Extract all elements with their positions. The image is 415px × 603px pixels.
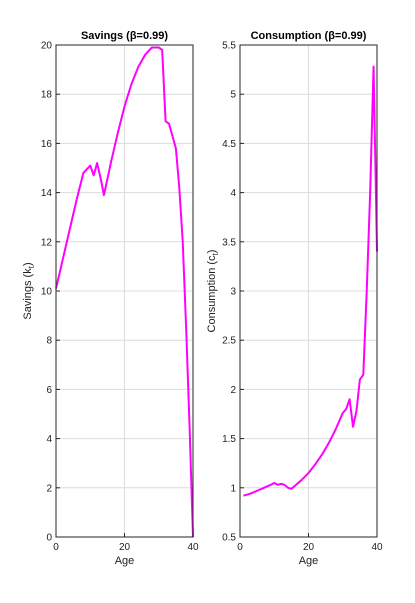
- consumption-title: Consumption (β=0.99): [251, 30, 367, 42]
- savings-y-tick-label: 10: [41, 287, 53, 298]
- savings-title: Savings (β=0.99): [81, 30, 168, 42]
- consumption-y-tick-label: 5.5: [222, 41, 236, 52]
- savings-y-tick-label: 8: [46, 336, 52, 347]
- savings-y-tick-label: 2: [46, 483, 52, 494]
- consumption-y-tick-label: 0.5: [222, 533, 236, 544]
- savings-y-tick-label: 0: [46, 533, 52, 544]
- consumption-x-ticks: 0 20 40: [237, 533, 383, 553]
- consumption-y-tick-label: 1: [230, 483, 236, 494]
- savings-panel: 0 20 40 0 2 4 6 8 10 12 14 16 18 20 Savings (β=0.99)…: [22, 30, 199, 567]
- savings-x-tick-label: 20: [119, 542, 131, 553]
- consumption-y-tick-label: 1.5: [222, 434, 236, 445]
- savings-grid: [55, 44, 194, 538]
- savings-y-tick-label: 4: [46, 434, 52, 445]
- consumption-series-line: [243, 65, 378, 497]
- consumption-y-label-subscript: t: [211, 252, 220, 255]
- consumption-x-axis-label: Age: [299, 555, 319, 567]
- consumption-x-tick-label: 0: [237, 542, 243, 553]
- consumption-y-tick-label: 4.5: [222, 139, 236, 150]
- savings-y-label-main: Savings (k: [22, 268, 34, 320]
- consumption-y-axis-label: Consumption (ct): [206, 250, 220, 333]
- consumption-y-ticks: 0.5 1 1.5 2 2.5 3 3.5 4 4.5 5 5.5: [222, 41, 244, 544]
- savings-x-tick-label: 40: [187, 542, 199, 553]
- savings-x-tick-label: 0: [53, 542, 59, 553]
- savings-series-line: [55, 46, 194, 538]
- savings-y-tick-label: 20: [41, 41, 53, 52]
- savings-x-ticks: 0 20 40: [53, 533, 199, 553]
- savings-y-ticks: 0 2 4 6 8 10 12 14 16 18 20: [41, 41, 60, 544]
- savings-y-tick-label: 16: [41, 139, 53, 150]
- consumption-x-tick-label: 40: [371, 542, 383, 553]
- savings-y-label-end: ): [22, 262, 34, 266]
- consumption-y-tick-label: 3.5: [222, 237, 236, 248]
- savings-y-tick-label: 12: [41, 237, 53, 248]
- savings-y-label-subscript: t: [27, 265, 36, 268]
- consumption-y-tick-label: 5: [230, 90, 236, 101]
- savings-y-axis-label: Savings (kt): [22, 262, 36, 319]
- savings-y-tick-label: 18: [41, 90, 53, 101]
- consumption-y-tick-label: 3: [230, 287, 236, 298]
- consumption-y-label-main: Consumption (c: [206, 255, 218, 333]
- consumption-panel: 0 20 40 0.5 1 1.5 2 2.5 3 3.5 4 4.5 5 5.5 Consumptio…: [206, 30, 383, 567]
- savings-y-tick-label: 6: [46, 385, 52, 396]
- consumption-y-tick-label: 4: [230, 188, 236, 199]
- consumption-y-label-end: ): [206, 250, 218, 254]
- consumption-y-tick-label: 2: [230, 385, 236, 396]
- consumption-x-tick-label: 20: [303, 542, 315, 553]
- consumption-grid: [239, 44, 378, 538]
- savings-x-axis-label: Age: [115, 555, 135, 567]
- savings-y-tick-label: 14: [41, 188, 53, 199]
- consumption-y-tick-label: 2.5: [222, 336, 236, 347]
